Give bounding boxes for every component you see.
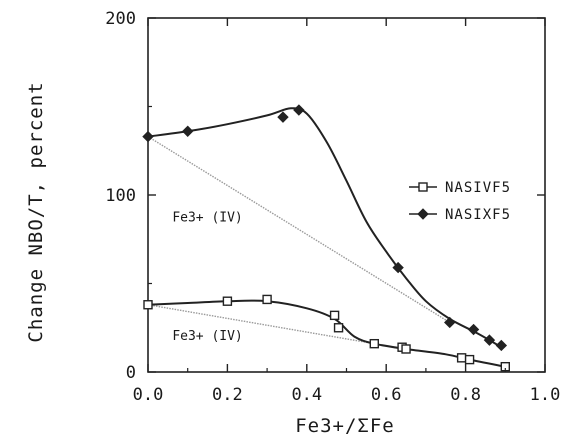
data-point-nasivf5 [333, 323, 344, 333]
annotations: Fe3+ (IV) Fe3+ (IV) [172, 211, 242, 345]
annotation-label: Fe3+ (IV) [172, 211, 242, 226]
x-tick-label: 0.2 [212, 385, 243, 405]
series-line-nasixf5 [147, 107, 502, 349]
data-point-nasixf5 [142, 130, 154, 143]
y-axis-label: Change NBO/T, percent [25, 81, 47, 342]
data-point-nasixf5 [467, 323, 480, 336]
data-point-nasixf5 [392, 261, 404, 274]
data-point-nasivf5 [369, 338, 379, 349]
x-tick-label: 1.0 [530, 385, 561, 405]
y-tick-label: 200 [105, 9, 136, 29]
x-tick-label: 0.6 [371, 385, 402, 405]
legend-marker-nasixf5 [417, 208, 429, 220]
data-point-nasivf5 [456, 353, 467, 363]
legend-label-nasivf5: NASIVF5 [445, 180, 511, 196]
data-point-nasivf5 [329, 310, 340, 321]
x-tick-label: 0.8 [450, 385, 481, 405]
data-point-nasixf5 [293, 104, 305, 116]
data-point-nasixf5 [444, 316, 456, 329]
y-tick-label: 100 [105, 186, 136, 206]
x-tick-label: 0.0 [133, 385, 164, 405]
reference-line [147, 135, 451, 324]
legend-marker-nasivf5 [418, 182, 428, 192]
data-point-nasixf5 [483, 334, 496, 346]
reference-line [147, 304, 375, 345]
data-point-nasivf5 [262, 294, 272, 305]
axis-ticks: 0.0 0.2 0.4 0.6 0.8 1.0 0 100 200 [105, 9, 560, 405]
data-point-nasivf5 [143, 300, 153, 310]
y-tick-label: 0 [126, 363, 136, 383]
legend-label-nasixf5: NASIXF5 [445, 207, 511, 223]
data-point-nasivf5 [222, 296, 233, 306]
data-point-nasivf5 [464, 354, 475, 365]
data-point-nasixf5 [495, 339, 508, 352]
x-tick-label: 0.4 [291, 385, 322, 405]
legend: NASIVF5 NASIXF5 [409, 180, 511, 223]
annotation-label: Fe3+ (IV) [172, 329, 242, 344]
x-axis-label: Fe3+/ΣFe [295, 415, 395, 437]
data-point-nasixf5 [181, 125, 194, 137]
data-point-nasivf5 [401, 344, 411, 354]
data-point-nasixf5 [277, 111, 289, 123]
